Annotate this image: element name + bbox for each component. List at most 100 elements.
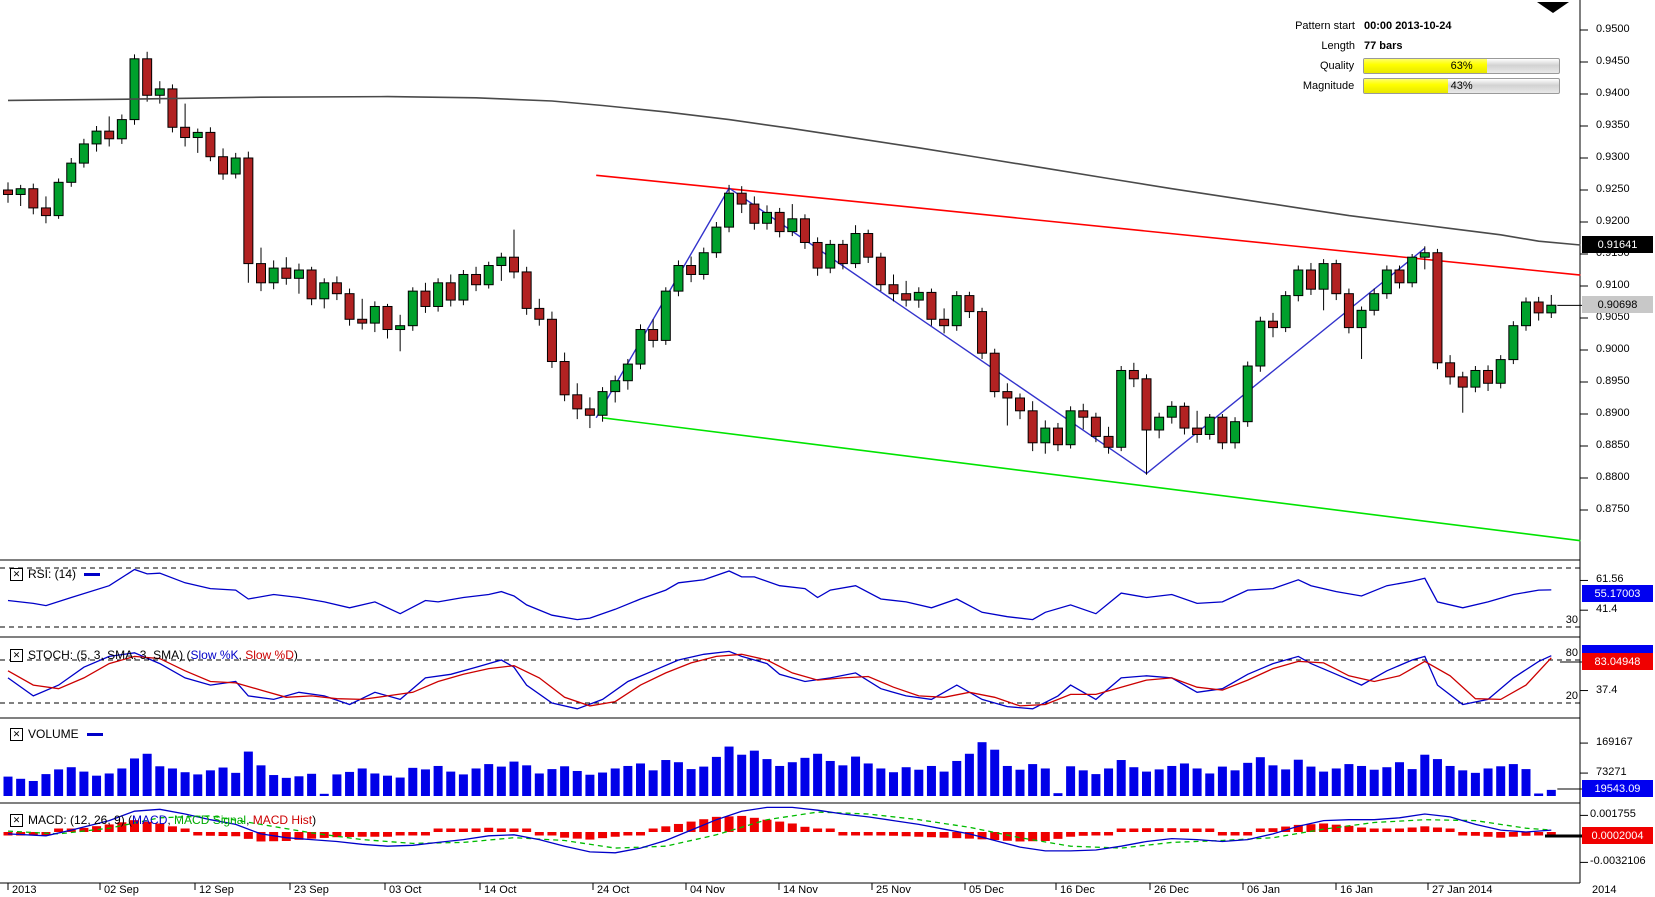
date-axis-label: 26 Dec (1154, 884, 1189, 896)
volume-bar-swatch-icon (86, 732, 103, 736)
volume-bar (1521, 769, 1531, 796)
volume-bar (1319, 771, 1329, 796)
candle-down (1192, 427, 1203, 435)
stoch-pane-header: ✕ STOCH: (5, 3, SMA, 3, SMA) (Slow %K, S… (10, 648, 298, 662)
macd-line-label: MACD (132, 813, 168, 827)
candle-down (977, 311, 988, 354)
macd-hist-bar (509, 828, 519, 832)
candle-up (1255, 320, 1266, 367)
volume-visibility-checkbox[interactable]: ✕ (10, 727, 23, 741)
stoch-slowk-label: Slow %K (190, 648, 239, 662)
pattern-length-value: 77 bars (1364, 39, 1403, 52)
price-axis-tick-label: 0.9500 (1596, 23, 1630, 35)
date-axis-label: 2014 (1592, 884, 1617, 896)
volume-bar (1028, 764, 1038, 796)
candle-up (458, 273, 469, 301)
volume-bar (471, 768, 481, 796)
quality-percent-text: 63% (1450, 59, 1473, 72)
macd-line (7, 806, 1552, 854)
macd-hist-bar (1205, 828, 1215, 832)
candle-down (1268, 320, 1278, 329)
macd-hist-bar (1104, 832, 1114, 836)
macd-visibility-checkbox[interactable]: ✕ (10, 813, 23, 827)
volume-bar (1344, 764, 1354, 796)
macd-hist-bar (952, 832, 962, 839)
candle-down (180, 126, 191, 139)
volume-bar (1066, 766, 1076, 796)
volume-bar (92, 775, 102, 796)
volume-bar (648, 770, 658, 796)
price-axis-tick-label: 0.9100 (1596, 279, 1630, 291)
macd-hist-bar (977, 832, 987, 840)
candle-up (597, 391, 608, 416)
candle-up (951, 295, 962, 327)
macd-pane-header: ✕ MACD: (12, 26, 9) (MACD, MACD Signal, … (10, 813, 316, 827)
volume-bar (1508, 764, 1518, 796)
volume-axis-tick-label: 73271 (1596, 766, 1627, 779)
volume-bar (281, 777, 291, 796)
macd-hist-bar (1091, 832, 1101, 836)
macd-hist-bar (1255, 828, 1265, 832)
macd-hist-bar (939, 832, 949, 838)
date-axis-label: 16 Dec (1060, 884, 1095, 896)
macd-hist-bar (800, 826, 810, 832)
candle-down (509, 256, 519, 273)
candle-down (989, 352, 1000, 393)
candle-down (901, 293, 912, 301)
candle-down (736, 192, 747, 205)
volume-bar (1458, 770, 1468, 796)
macd-hist-bar (1319, 823, 1329, 832)
macd-hist-bar (408, 832, 418, 836)
macd-hist-bar (889, 832, 898, 836)
stoch-visibility-checkbox[interactable]: ✕ (10, 648, 23, 662)
candle-up (1356, 309, 1367, 329)
macd-hist-bar (1142, 828, 1151, 832)
rsi-level-label: 30 (1565, 614, 1578, 626)
macd-header-sep1: , (167, 813, 175, 827)
candle-down (1533, 301, 1544, 314)
price-axis-tick-label: 0.8750 (1596, 503, 1630, 515)
candle-down (749, 203, 760, 224)
date-axis-label: 06 Jan (1247, 884, 1281, 896)
price-axis-tick-label: 0.9350 (1596, 119, 1630, 131)
date-axis-label: 12 Sep (199, 884, 234, 896)
volume-bar (420, 769, 430, 796)
macd-axis-tick-label: -0.0032106 (1590, 855, 1646, 868)
candle-up (192, 131, 203, 139)
rsi-header-label: RSI: (14) (28, 567, 77, 581)
sma-value-box: 0.91641 (1582, 236, 1653, 253)
macd-hist-bar (458, 828, 468, 832)
volume-bar (1230, 770, 1240, 796)
macd-hist-bar (1154, 828, 1164, 832)
macd-hist-bar (547, 832, 557, 836)
date-axis-label: 05 Dec (969, 884, 1004, 896)
volume-bar (1167, 765, 1177, 796)
date-axis-label: 16 Jan (1340, 884, 1374, 896)
macd-hist-bar (813, 828, 823, 832)
rsi-axis-tick-label: 41.4 (1596, 603, 1618, 616)
rsi-visibility-checkbox[interactable]: ✕ (10, 567, 23, 581)
macd-hist-bar (231, 832, 241, 837)
macd-hist-bar (383, 832, 392, 837)
macd-hist-bar (28, 832, 38, 836)
volume-value-box: 19543.09 (1582, 780, 1653, 797)
stoch-slowd-line (7, 653, 1552, 707)
macd-hist-bar (294, 832, 304, 840)
volume-bar (711, 756, 721, 796)
macd-hist-bar (79, 827, 89, 832)
candle-down (521, 271, 532, 309)
candle-down (875, 256, 886, 286)
price-axis-tick-label: 0.9300 (1596, 151, 1630, 163)
candle-down (1483, 369, 1494, 384)
candle-down (534, 307, 545, 320)
candle-up (433, 282, 444, 307)
candle-up (1166, 405, 1177, 418)
macd-hist-bar (686, 821, 696, 832)
pattern-length-label: Length (1321, 39, 1355, 52)
volume-header-label: VOLUME (28, 727, 79, 741)
date-axis-label: 27 Jan 2014 (1432, 884, 1493, 896)
volume-bar (408, 767, 418, 796)
candle-down (1179, 405, 1190, 429)
macd-hist-bar (1028, 832, 1038, 842)
volume-bar (724, 746, 734, 796)
